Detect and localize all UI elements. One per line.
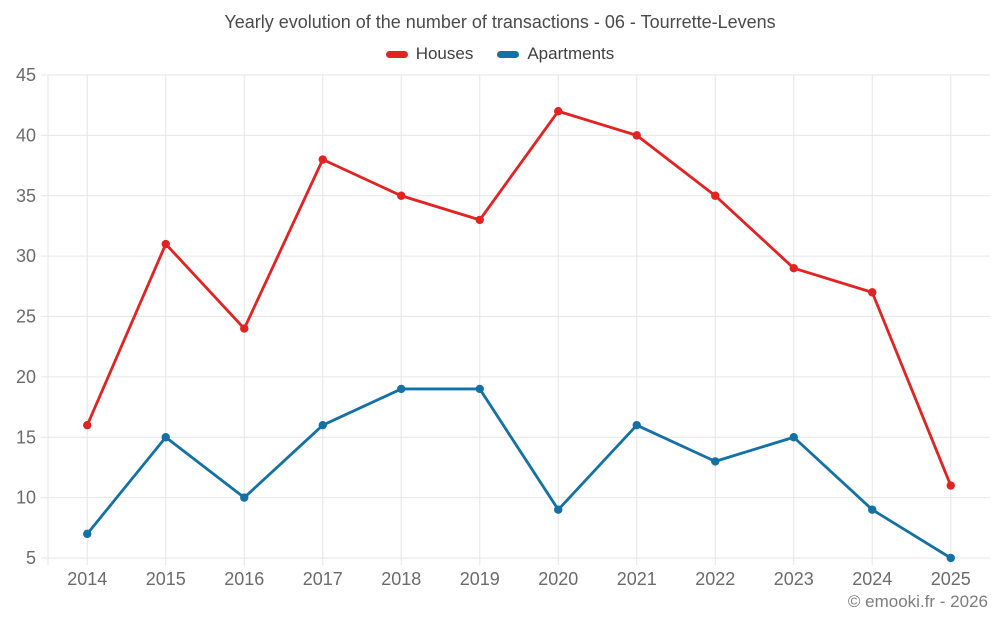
svg-text:2021: 2021: [617, 569, 657, 589]
chart-title: Yearly evolution of the number of transa…: [224, 12, 776, 32]
svg-text:2014: 2014: [67, 569, 107, 589]
legend-item-apartments[interactable]: Apartments: [497, 44, 614, 64]
svg-text:2023: 2023: [774, 569, 814, 589]
houses-series-marker-icon: [385, 50, 408, 58]
svg-text:2024: 2024: [852, 569, 892, 589]
svg-text:30: 30: [16, 246, 36, 266]
svg-text:40: 40: [16, 125, 36, 145]
svg-text:2018: 2018: [381, 569, 421, 589]
svg-text:2025: 2025: [931, 569, 971, 589]
legend-label-apartments: Apartments: [527, 44, 615, 63]
svg-text:20: 20: [16, 367, 36, 387]
legend-label-houses: Houses: [415, 44, 474, 63]
svg-text:35: 35: [16, 186, 36, 206]
svg-text:2017: 2017: [303, 569, 343, 589]
svg-text:2020: 2020: [538, 569, 578, 589]
svg-text:15: 15: [16, 427, 36, 447]
svg-text:2019: 2019: [460, 569, 500, 589]
svg-text:5: 5: [26, 548, 36, 568]
apartments-series-marker-icon: [497, 50, 520, 58]
legend: Houses Apartments: [0, 44, 1000, 64]
svg-text:2015: 2015: [146, 569, 186, 589]
copyright-watermark: © emooki.fr - 2026: [847, 592, 988, 611]
svg-text:2022: 2022: [695, 569, 735, 589]
legend-item-houses[interactable]: Houses: [385, 44, 474, 64]
svg-text:2016: 2016: [224, 569, 264, 589]
svg-text:25: 25: [16, 307, 36, 327]
svg-text:45: 45: [16, 65, 36, 85]
svg-text:10: 10: [16, 488, 36, 508]
